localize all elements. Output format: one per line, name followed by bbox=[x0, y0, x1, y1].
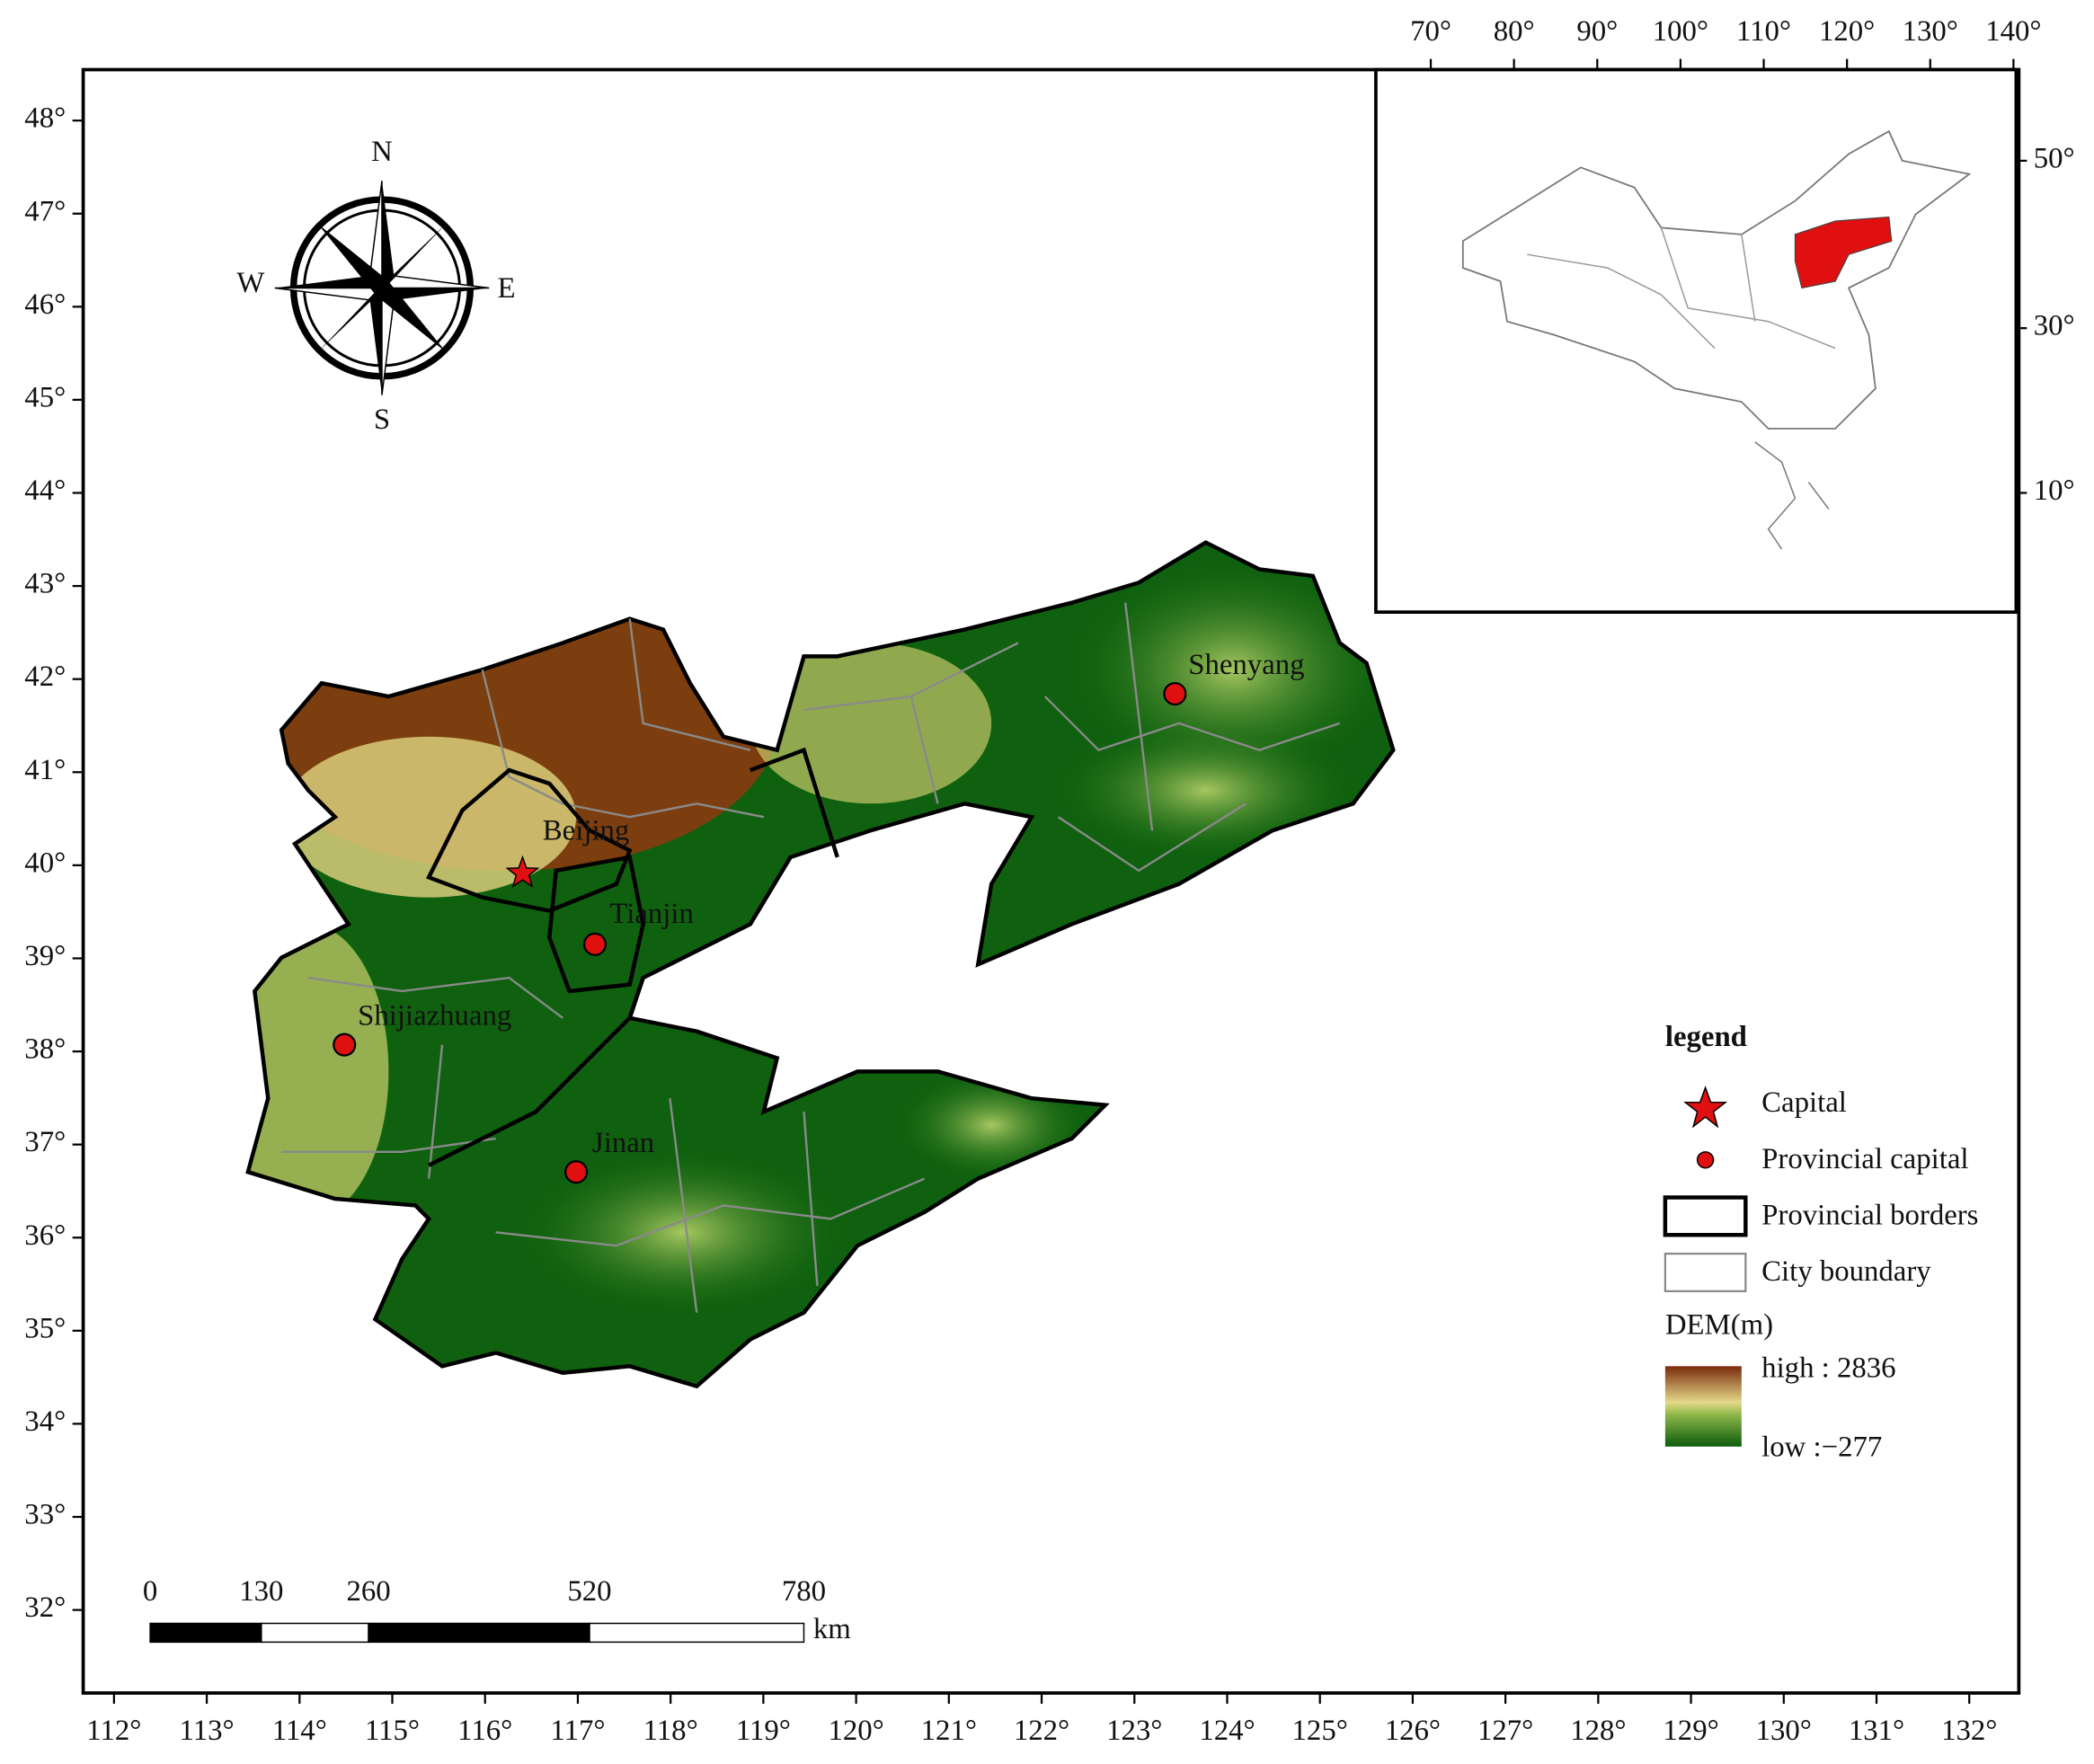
latitude-label: 34° bbox=[24, 1405, 66, 1438]
latitude-label: 35° bbox=[24, 1312, 66, 1344]
legend: legend Capital Provincial capital Provin… bbox=[1663, 1021, 1978, 1463]
latitude-label: 46° bbox=[24, 288, 66, 321]
city-boundaries bbox=[281, 602, 1341, 1313]
longitude-label: 123° bbox=[1106, 1715, 1162, 1747]
scale-bar-label: 130 bbox=[239, 1575, 283, 1608]
longitude-label: 124° bbox=[1199, 1715, 1255, 1747]
longitude-label: 132° bbox=[1941, 1715, 1997, 1747]
inset-latitude-label: 30° bbox=[2034, 310, 2075, 342]
city-label: Shenyang bbox=[1188, 649, 1304, 681]
latitude-label: 39° bbox=[24, 940, 66, 972]
longitude-label: 120° bbox=[828, 1715, 883, 1747]
latitude-label: 41° bbox=[24, 754, 66, 786]
inset-latitude-label: 10° bbox=[2034, 474, 2075, 507]
longitude-label: 125° bbox=[1292, 1715, 1348, 1747]
scale-bar-label: 780 bbox=[782, 1575, 826, 1608]
latitude-label: 37° bbox=[24, 1126, 66, 1158]
latitude-label: 43° bbox=[24, 568, 66, 600]
inset-longitude-label: 90° bbox=[1576, 15, 1618, 48]
city-label: Jinan bbox=[592, 1127, 654, 1159]
city-label: Tianjin bbox=[609, 898, 694, 930]
inset-longitude-label: 130° bbox=[1903, 15, 1958, 48]
scale-bar-label: 260 bbox=[346, 1575, 390, 1608]
longitude-label: 126° bbox=[1385, 1715, 1441, 1747]
compass-letter: S bbox=[374, 403, 390, 436]
provincial-capital-marker bbox=[1163, 682, 1187, 706]
latitude-label: 33° bbox=[24, 1499, 66, 1531]
longitude-label: 116° bbox=[457, 1715, 512, 1747]
longitude-label: 122° bbox=[1014, 1715, 1069, 1747]
inset-longitude-label: 80° bbox=[1494, 15, 1535, 48]
scale-bar-label: 520 bbox=[567, 1575, 611, 1608]
dem-region bbox=[201, 509, 1433, 1420]
legend-item: Capital bbox=[1761, 1086, 1847, 1119]
inset-longitude-label: 140° bbox=[1985, 15, 2041, 48]
compass-letter: E bbox=[498, 272, 516, 305]
longitude-label: 112° bbox=[86, 1715, 141, 1747]
inset-latitude-label: 50° bbox=[2034, 142, 2075, 174]
legend-capital-symbol bbox=[1683, 1086, 1728, 1129]
longitude-label: 115° bbox=[365, 1715, 420, 1747]
provincial-borders bbox=[426, 747, 839, 1167]
legend-provincial-border-symbol bbox=[1663, 1195, 1748, 1237]
longitude-label: 130° bbox=[1756, 1715, 1812, 1747]
inset-longitude-label: 100° bbox=[1653, 15, 1708, 48]
provincial-capital-marker bbox=[582, 932, 607, 956]
compass-rose: N S E W bbox=[236, 136, 515, 436]
scale-bar-unit: km bbox=[813, 1613, 851, 1645]
scale-bar-label: 0 bbox=[143, 1575, 157, 1608]
latitude-label: 32° bbox=[24, 1591, 66, 1624]
inset-frame bbox=[1374, 67, 2019, 615]
latitude-label: 48° bbox=[24, 102, 66, 135]
legend-provincial-capital-symbol bbox=[1696, 1151, 1715, 1169]
longitude-label: 127° bbox=[1477, 1715, 1533, 1747]
dem-title: DEM(m) bbox=[1665, 1309, 1773, 1342]
inset-longitude-label: 120° bbox=[1819, 15, 1875, 48]
dem-color-ramp bbox=[1664, 1366, 1742, 1447]
latitude-label: 40° bbox=[24, 847, 66, 879]
provincial-capital-marker bbox=[564, 1160, 589, 1184]
city-label: Shijiazhuang bbox=[358, 999, 511, 1032]
longitude-label: 114° bbox=[272, 1715, 327, 1747]
legend-item: Provincial borders bbox=[1761, 1199, 1978, 1231]
longitude-label: 129° bbox=[1663, 1715, 1718, 1747]
longitude-label: 117° bbox=[550, 1715, 605, 1747]
city-label: Beijing bbox=[543, 815, 630, 847]
inset-longitude-label: 70° bbox=[1410, 15, 1451, 48]
longitude-label: 121° bbox=[921, 1715, 977, 1747]
map-frame bbox=[81, 67, 2021, 1695]
provincial-capital-marker bbox=[333, 1033, 357, 1057]
dem-high-label: high : 2836 bbox=[1761, 1352, 1895, 1384]
latitude-label: 47° bbox=[24, 195, 66, 227]
latitude-label: 38° bbox=[24, 1033, 66, 1066]
longitude-label: 131° bbox=[1849, 1715, 1904, 1747]
legend-title: legend bbox=[1665, 1021, 1747, 1053]
compass-letter: W bbox=[236, 267, 264, 299]
legend-city-boundary-symbol bbox=[1664, 1252, 1747, 1292]
legend-item: City boundary bbox=[1761, 1255, 1931, 1288]
compass-letter: N bbox=[371, 136, 393, 168]
latitude-label: 36° bbox=[24, 1219, 66, 1252]
inset-longitude-label: 110° bbox=[1736, 15, 1791, 48]
latitude-label: 44° bbox=[24, 474, 66, 507]
longitude-label: 113° bbox=[180, 1715, 235, 1747]
longitude-label: 119° bbox=[736, 1715, 791, 1747]
dem-low-label: low :−277 bbox=[1761, 1431, 1882, 1463]
legend-item: Provincial capital bbox=[1761, 1143, 1968, 1175]
capital-marker bbox=[505, 855, 540, 888]
longitude-label: 118° bbox=[643, 1715, 698, 1747]
inset-china bbox=[1461, 129, 1972, 550]
latitude-label: 42° bbox=[24, 660, 66, 693]
scale-bar bbox=[149, 1622, 805, 1644]
longitude-label: 128° bbox=[1570, 1715, 1626, 1747]
latitude-label: 45° bbox=[24, 381, 66, 413]
